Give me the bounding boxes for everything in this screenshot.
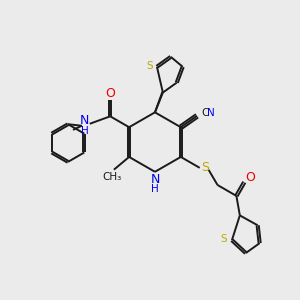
Text: N: N bbox=[80, 114, 89, 127]
Text: H: H bbox=[81, 126, 89, 136]
Text: N: N bbox=[150, 173, 160, 186]
Text: O: O bbox=[105, 87, 115, 100]
Text: S: S bbox=[201, 161, 208, 174]
Text: S: S bbox=[221, 234, 227, 244]
Text: S: S bbox=[147, 61, 153, 71]
Text: H: H bbox=[151, 184, 159, 194]
Text: O: O bbox=[245, 171, 255, 184]
Text: CH₃: CH₃ bbox=[102, 172, 122, 182]
Text: N: N bbox=[207, 108, 215, 118]
Text: C: C bbox=[201, 108, 209, 118]
